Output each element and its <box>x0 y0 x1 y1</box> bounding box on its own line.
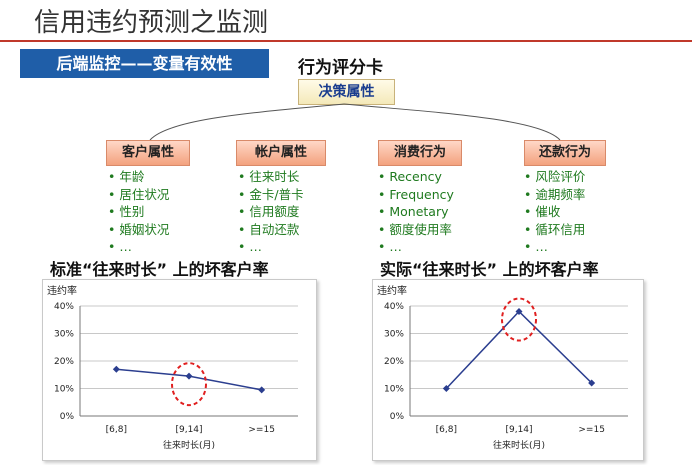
y-tick-label: 10% <box>384 385 404 395</box>
list-item: 金卡/普卡 <box>238 186 303 204</box>
x-tick-label: [6,8] <box>436 425 457 435</box>
x-tick-label: [6,8] <box>106 425 127 435</box>
y-axis-label: 违约率 <box>377 284 407 297</box>
left-chart-panel: 违约率 40% 30% 20% 10% 0% [6,8] [9,14] >=15 往来时长(月) <box>42 279 317 461</box>
category-consumption: 消费行为 <box>378 140 462 166</box>
y-tick-label: 20% <box>54 357 74 367</box>
x-axis-label: 往来时长(月) <box>163 439 215 451</box>
highlight-circle <box>501 297 537 342</box>
data-point <box>588 379 596 387</box>
page-title: 信用违约预测之监测 <box>34 8 269 38</box>
list-item: 婚姻状况 <box>108 221 169 239</box>
data-point <box>185 372 193 380</box>
list-item: … <box>378 238 454 256</box>
y-tick-label: 0% <box>60 412 75 422</box>
list-item: 额度使用率 <box>378 221 454 239</box>
account-attribute-list: 往来时长 金卡/普卡 信用额度 自动还款 … <box>238 168 304 256</box>
tree-connectors <box>149 103 561 141</box>
list-item: … <box>238 238 304 256</box>
customer-attribute-list: 年龄 居住状况 性别 婚姻状况 … <box>108 168 169 256</box>
category-repayment: 还款行为 <box>524 140 606 166</box>
left-chart-subtitle: 标准“往来时长” 上的坏客户率 <box>50 260 269 279</box>
category-account: 帐户属性 <box>236 140 326 166</box>
list-item: 逾期频率 <box>524 186 585 204</box>
category-customer: 客户属性 <box>106 140 190 166</box>
repayment-behavior-list: 风险评价 逾期频率 催收 循环信用 … <box>524 168 585 256</box>
right-chart-subtitle: 实际“往来时长” 上的坏客户率 <box>380 260 599 279</box>
x-axis-label: 往来时长(月) <box>493 439 545 451</box>
list-item: Monetary <box>378 203 454 221</box>
x-tick-label: [9,14] <box>175 425 202 435</box>
y-tick-label: 40% <box>54 302 74 312</box>
data-point <box>258 386 266 394</box>
data-point <box>515 308 523 315</box>
list-item: 年龄 <box>108 168 169 186</box>
list-item: 性别 <box>108 203 169 221</box>
y-tick-label: 30% <box>54 330 74 340</box>
list-item: … <box>524 238 585 256</box>
y-tick-label: 40% <box>384 302 404 312</box>
list-item: 循环信用 <box>524 221 585 239</box>
y-axis-label: 违约率 <box>47 284 77 297</box>
list-item: 信用额度 <box>238 203 304 221</box>
right-chart: 违约率 40% 30% 20% 10% 0% [6,8] [9,14] >=15 往来时长(月) <box>377 284 628 451</box>
list-item: 风险评价 <box>524 168 585 186</box>
list-item: 往来时长 <box>238 168 304 186</box>
title-divider <box>0 40 692 42</box>
x-tick-label: >=15 <box>578 425 605 435</box>
y-tick-label: 10% <box>54 385 74 395</box>
highlight-circle <box>171 362 207 407</box>
list-item: Recency <box>378 168 454 186</box>
x-tick-label: >=15 <box>248 425 275 435</box>
y-tick-label: 0% <box>390 412 405 422</box>
y-tick-label: 20% <box>384 357 404 367</box>
y-tick-label: 30% <box>384 330 404 340</box>
card-title: 行为评分卡 <box>298 58 383 78</box>
list-item: 居住状况 <box>108 186 169 204</box>
right-chart-panel: 违约率 40% 30% 20% 10% 0% [6,8] [9,14] >=15 往来时长(月) <box>372 279 644 461</box>
list-item: 自动还款 <box>238 221 304 239</box>
consumption-behavior-list: Recency Frequency Monetary 额度使用率 … <box>378 168 454 256</box>
series-line <box>445 310 593 390</box>
data-point <box>112 365 120 373</box>
x-tick-label: [9,14] <box>505 425 532 435</box>
section-label: 后端监控——变量有效性 <box>20 49 269 78</box>
list-item: … <box>108 238 169 256</box>
left-chart: 违约率 40% 30% 20% 10% 0% [6,8] [9,14] >=15 往来时长(月) <box>47 284 298 451</box>
list-item: 催收 <box>524 203 585 221</box>
list-item: Frequency <box>378 186 454 204</box>
data-point <box>442 385 450 392</box>
